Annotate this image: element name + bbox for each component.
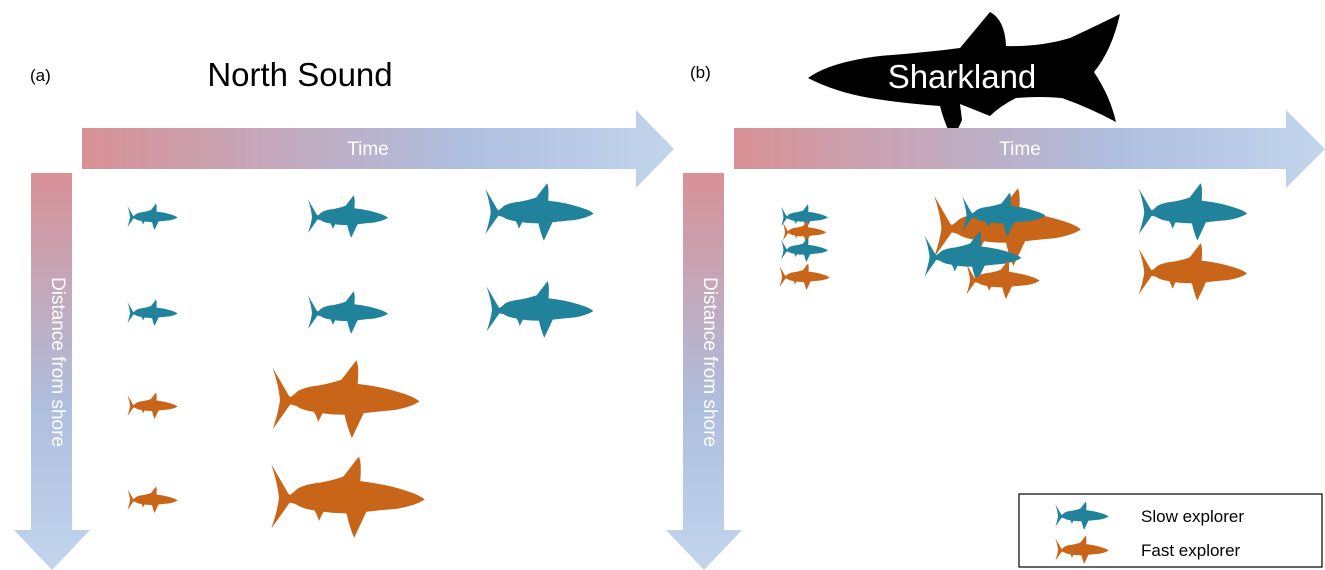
shark-slow	[1138, 183, 1248, 241]
panel-a-site-title: North Sound	[207, 56, 392, 93]
legend-box	[1018, 493, 1323, 568]
shark-fast	[1138, 243, 1248, 301]
shark-fast	[127, 486, 178, 513]
panel-a-time-label: Time	[347, 139, 389, 160]
panel-a-distance-label: Distance from shore	[47, 277, 68, 447]
legend: Slow explorer Fast explorer	[1018, 493, 1323, 568]
shark-slow	[127, 203, 178, 230]
panel-b-sharks	[779, 183, 1248, 301]
panel-a: (a) North Sound Time Distance from shore	[14, 56, 674, 570]
shark-silhouette-logo: Sharkland	[808, 12, 1120, 138]
shark-fast	[127, 392, 178, 419]
panel-b-distance-arrow: Distance from shore	[666, 173, 742, 570]
panel-b-distance-label: Distance from shore	[699, 277, 720, 447]
shark-slow	[127, 299, 178, 326]
shark-fast	[271, 456, 425, 538]
shark-slow	[308, 195, 388, 238]
panel-b-time-arrow: Time	[734, 110, 1325, 188]
shark-slow	[486, 281, 594, 338]
shark-fast	[272, 360, 420, 439]
shark-slow	[308, 291, 388, 334]
panel-a-sharks	[127, 183, 594, 538]
shark-fast	[782, 220, 827, 244]
legend-slow-label: Slow explorer	[1141, 507, 1244, 526]
panel-b-site-title: Sharkland	[888, 58, 1037, 95]
panel-b-label: (b)	[690, 63, 711, 82]
shark-fast	[779, 263, 830, 290]
shark-slow	[781, 237, 828, 263]
panel-a-distance-arrow: Distance from shore	[14, 173, 90, 570]
panel-b: (b) Sharkland Time Distance from shore	[666, 12, 1325, 570]
panel-b-time-label: Time	[999, 139, 1041, 160]
panel-a-time-arrow: Time	[82, 110, 674, 188]
shark-slow	[485, 183, 594, 241]
legend-fast-label: Fast explorer	[1141, 541, 1241, 560]
panel-a-label: (a)	[30, 66, 51, 85]
